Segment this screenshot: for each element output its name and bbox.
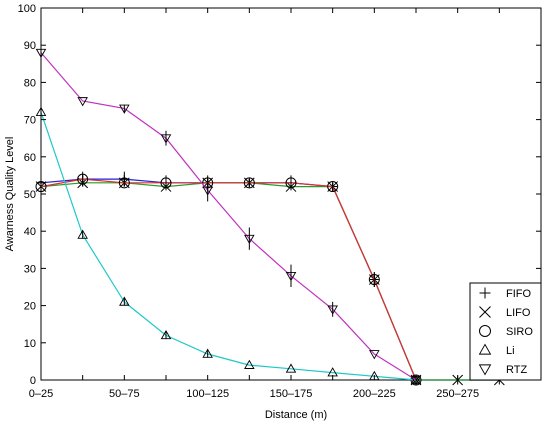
data-point xyxy=(368,274,380,286)
legend-marker-siro xyxy=(479,325,491,337)
series-layer xyxy=(35,48,505,386)
data-point xyxy=(327,305,338,315)
data-point xyxy=(202,186,213,196)
x-tick-label: 100–125 xyxy=(186,388,229,400)
data-point xyxy=(35,48,47,59)
data-point xyxy=(160,177,172,189)
ticks-layer: 0 10 20 30 40 50 60 70 80 90 100 0–25 50–75 100–125 15… xyxy=(18,3,542,400)
axes-frame-layer xyxy=(40,7,542,381)
legend: FIFO LIFO SIRO Li RTZ xyxy=(469,282,542,381)
y-tick-label: 100 xyxy=(18,3,36,15)
x-tick-label: 0–25 xyxy=(29,388,53,400)
data-point xyxy=(243,177,255,189)
y-tick-label: 90 xyxy=(24,40,36,52)
data-point xyxy=(369,350,380,360)
legend-marker-fifo xyxy=(479,287,491,299)
y-tick-label: 60 xyxy=(24,152,36,164)
data-point xyxy=(77,229,88,239)
legend-marker-lifo xyxy=(479,306,491,318)
data-point xyxy=(119,104,130,114)
data-point xyxy=(119,296,130,306)
legend-label-siro: SIRO xyxy=(506,326,533,338)
legend-label-fifo: FIFO xyxy=(506,288,531,300)
data-point xyxy=(35,181,47,193)
series-fifo xyxy=(36,171,504,385)
x-axis-label: Distance (m) xyxy=(265,409,327,421)
x-tick-label: 50–75 xyxy=(109,388,140,400)
data-point xyxy=(410,374,422,384)
y-tick-label: 50 xyxy=(24,189,36,201)
series-rtz xyxy=(35,48,422,386)
series-line-siro xyxy=(40,178,417,381)
data-point xyxy=(160,134,172,144)
legend-marker-li xyxy=(478,343,492,355)
legend-label-li: Li xyxy=(506,345,515,357)
legend-marker-rtz xyxy=(478,364,492,376)
x-tick-label: 150–175 xyxy=(270,388,313,400)
y-tick-label: 80 xyxy=(24,77,36,89)
data-point xyxy=(244,359,255,369)
x-tick-label: 200–225 xyxy=(353,388,396,400)
data-point xyxy=(327,181,339,193)
data-point xyxy=(77,97,88,107)
data-point xyxy=(285,177,297,189)
y-tick-label: 20 xyxy=(24,301,36,313)
data-point xyxy=(77,173,89,185)
data-point xyxy=(244,234,255,245)
data-point xyxy=(35,106,47,116)
legend-label-lifo: LIFO xyxy=(506,307,531,319)
series-lifo xyxy=(35,177,505,386)
data-point xyxy=(285,363,297,373)
x-tick-label: 250–275 xyxy=(436,388,479,400)
legend-label-rtz: RTZ xyxy=(506,364,527,376)
series-line-li xyxy=(40,112,417,381)
data-point xyxy=(285,272,297,282)
series-line-lifo xyxy=(40,182,500,381)
series-line-rtz xyxy=(40,52,417,381)
legend-box xyxy=(469,282,542,381)
data-point xyxy=(160,329,172,340)
series-siro xyxy=(35,173,422,386)
y-tick-label: 40 xyxy=(24,226,36,238)
data-point xyxy=(118,177,130,189)
y-tick-label: 30 xyxy=(24,263,36,275)
plot-frame xyxy=(40,7,542,381)
y-axis-label: Awarness Quality Level xyxy=(4,137,16,252)
y-tick-label: 0 xyxy=(30,375,36,387)
y-tick-label: 10 xyxy=(24,338,36,350)
y-tick-label: 70 xyxy=(24,115,36,127)
data-point xyxy=(202,348,213,358)
